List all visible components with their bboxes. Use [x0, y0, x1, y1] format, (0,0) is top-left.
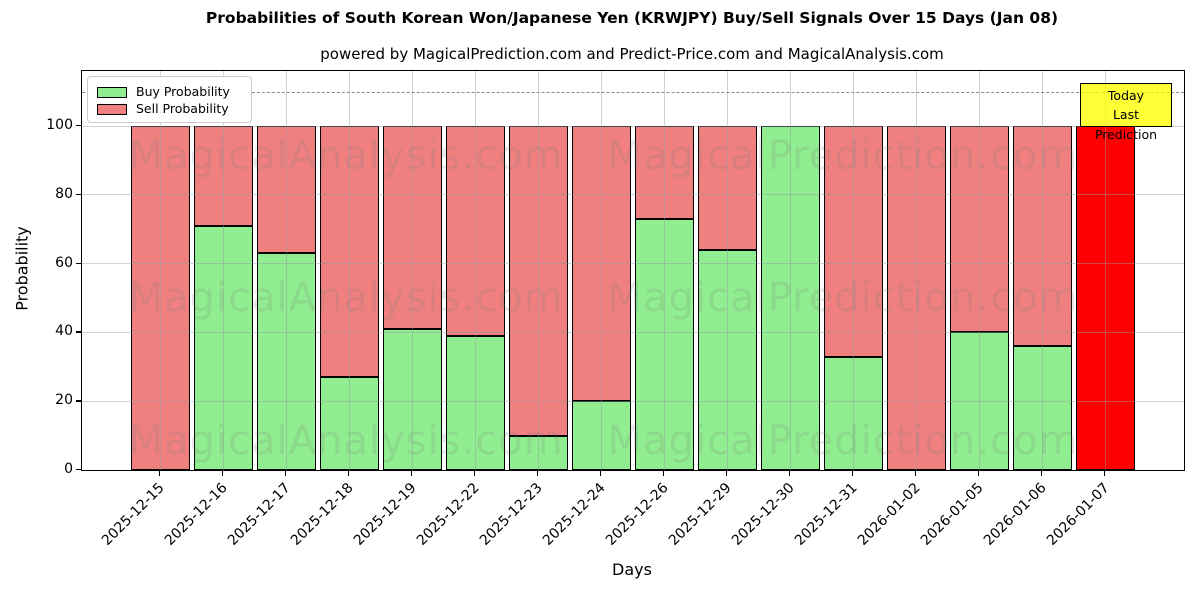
y-tick-mark: [76, 469, 81, 471]
buy-bar-segment: [571, 401, 631, 470]
x-tick-mark: [537, 470, 539, 476]
y-tick-label: 40: [55, 323, 73, 340]
legend-label-sell: Sell Probability: [136, 101, 229, 116]
x-tick-label: 2025-12-15: [98, 480, 168, 549]
today-bar-segment: [1075, 126, 1135, 470]
sell-bar-segment: [382, 126, 442, 329]
x-tick-label: 2026-01-02: [854, 480, 924, 549]
sell-bar-segment: [949, 126, 1009, 333]
x-tick-mark: [1041, 470, 1043, 476]
x-tick-mark: [1104, 470, 1106, 476]
sell-bar-segment: [193, 126, 253, 226]
buy-bar-segment: [634, 218, 694, 470]
x-tick-label: 2025-12-18: [287, 480, 357, 549]
x-tick-label: 2026-01-05: [917, 480, 987, 549]
buy-bar-segment: [319, 377, 379, 470]
x-tick-label: 2025-12-19: [350, 480, 420, 549]
x-tick-label: 2025-12-16: [161, 480, 231, 549]
today-annotation: Today Last Prediction: [1080, 83, 1172, 142]
y-tick-label: 0: [64, 461, 73, 477]
buy-bar-segment: [697, 249, 757, 470]
sell-bar-segment: [508, 126, 568, 436]
buy-bar-segment: [760, 126, 820, 470]
x-tick-label: 2025-12-22: [413, 480, 483, 549]
buy-bar-segment: [445, 335, 505, 470]
legend-label-buy: Buy Probability: [136, 84, 230, 99]
buy-bar-segment: [949, 332, 1009, 470]
y-tick-mark: [76, 400, 81, 402]
x-tick-label: 2026-01-07: [1043, 480, 1113, 549]
buy-bar-segment: [823, 356, 883, 470]
buy-swatch-icon: [97, 86, 127, 98]
plot-area: MagicalAnalysis.comMagicalAnalysis.comMa…: [81, 70, 1185, 471]
y-tick-mark: [76, 193, 81, 196]
x-tick-label: 2025-12-24: [539, 480, 609, 549]
legend-item-sell: Sell Probability: [97, 101, 242, 117]
chart-subtitle: powered by MagicalPrediction.com and Pre…: [320, 45, 944, 63]
bar-layer: [82, 71, 1184, 470]
sell-bar-segment: [130, 126, 190, 470]
x-axis-label: Days: [612, 560, 652, 579]
x-tick-mark: [978, 470, 980, 476]
y-tick-label: 80: [55, 185, 73, 202]
y-tick-label: 100: [46, 117, 73, 134]
buy-bar-segment: [256, 253, 316, 470]
x-tick-label: 2025-12-26: [602, 480, 672, 549]
legend: Buy Probability Sell Probability: [87, 76, 252, 123]
x-tick-mark: [663, 470, 665, 476]
sell-swatch-icon: [97, 103, 127, 115]
x-tick-label: 2025-12-23: [476, 480, 546, 549]
x-tick-mark: [348, 470, 350, 476]
sell-bar-segment: [1012, 126, 1072, 347]
buy-bar-segment: [508, 435, 568, 470]
y-tick-mark: [76, 125, 81, 127]
sell-bar-segment: [256, 126, 316, 254]
sell-bar-segment: [634, 126, 694, 219]
legend-item-buy: Buy Probability: [97, 84, 242, 100]
buy-bar-segment: [193, 225, 253, 470]
x-tick-mark: [222, 470, 224, 476]
x-tick-mark: [915, 470, 917, 476]
buy-bar-segment: [1012, 346, 1072, 470]
y-tick-mark: [76, 331, 81, 333]
buy-bar-segment: [382, 328, 442, 470]
today-annotation-line2: Last Prediction: [1094, 107, 1158, 142]
today-annotation-line1: Today: [1107, 88, 1145, 103]
x-tick-mark: [789, 470, 791, 476]
sell-bar-segment: [571, 126, 631, 402]
x-tick-label: 2026-01-06: [980, 480, 1050, 549]
y-tick-label: 20: [55, 392, 73, 409]
x-tick-mark: [411, 470, 413, 476]
y-tick-mark: [76, 262, 81, 264]
x-tick-label: 2025-12-30: [728, 480, 798, 549]
sell-bar-segment: [886, 126, 946, 470]
sell-bar-segment: [445, 126, 505, 336]
sell-bar-segment: [823, 126, 883, 357]
x-tick-label: 2025-12-17: [224, 480, 294, 549]
sell-bar-segment: [319, 126, 379, 378]
y-axis-label: Probability: [12, 226, 32, 311]
x-tick-mark: [852, 470, 854, 476]
x-tick-mark: [726, 470, 728, 476]
x-tick-mark: [285, 470, 287, 476]
sell-bar-segment: [697, 126, 757, 250]
x-tick-label: 2025-12-31: [791, 480, 861, 549]
chart-title: Probabilities of South Korean Won/Japane…: [205, 9, 1059, 27]
x-tick-mark: [600, 470, 602, 476]
dashed-reference-line: [82, 91, 1184, 93]
x-tick-mark: [159, 470, 161, 476]
x-tick-mark: [474, 470, 476, 476]
y-tick-label: 60: [55, 254, 73, 271]
x-tick-label: 2025-12-29: [665, 480, 735, 549]
